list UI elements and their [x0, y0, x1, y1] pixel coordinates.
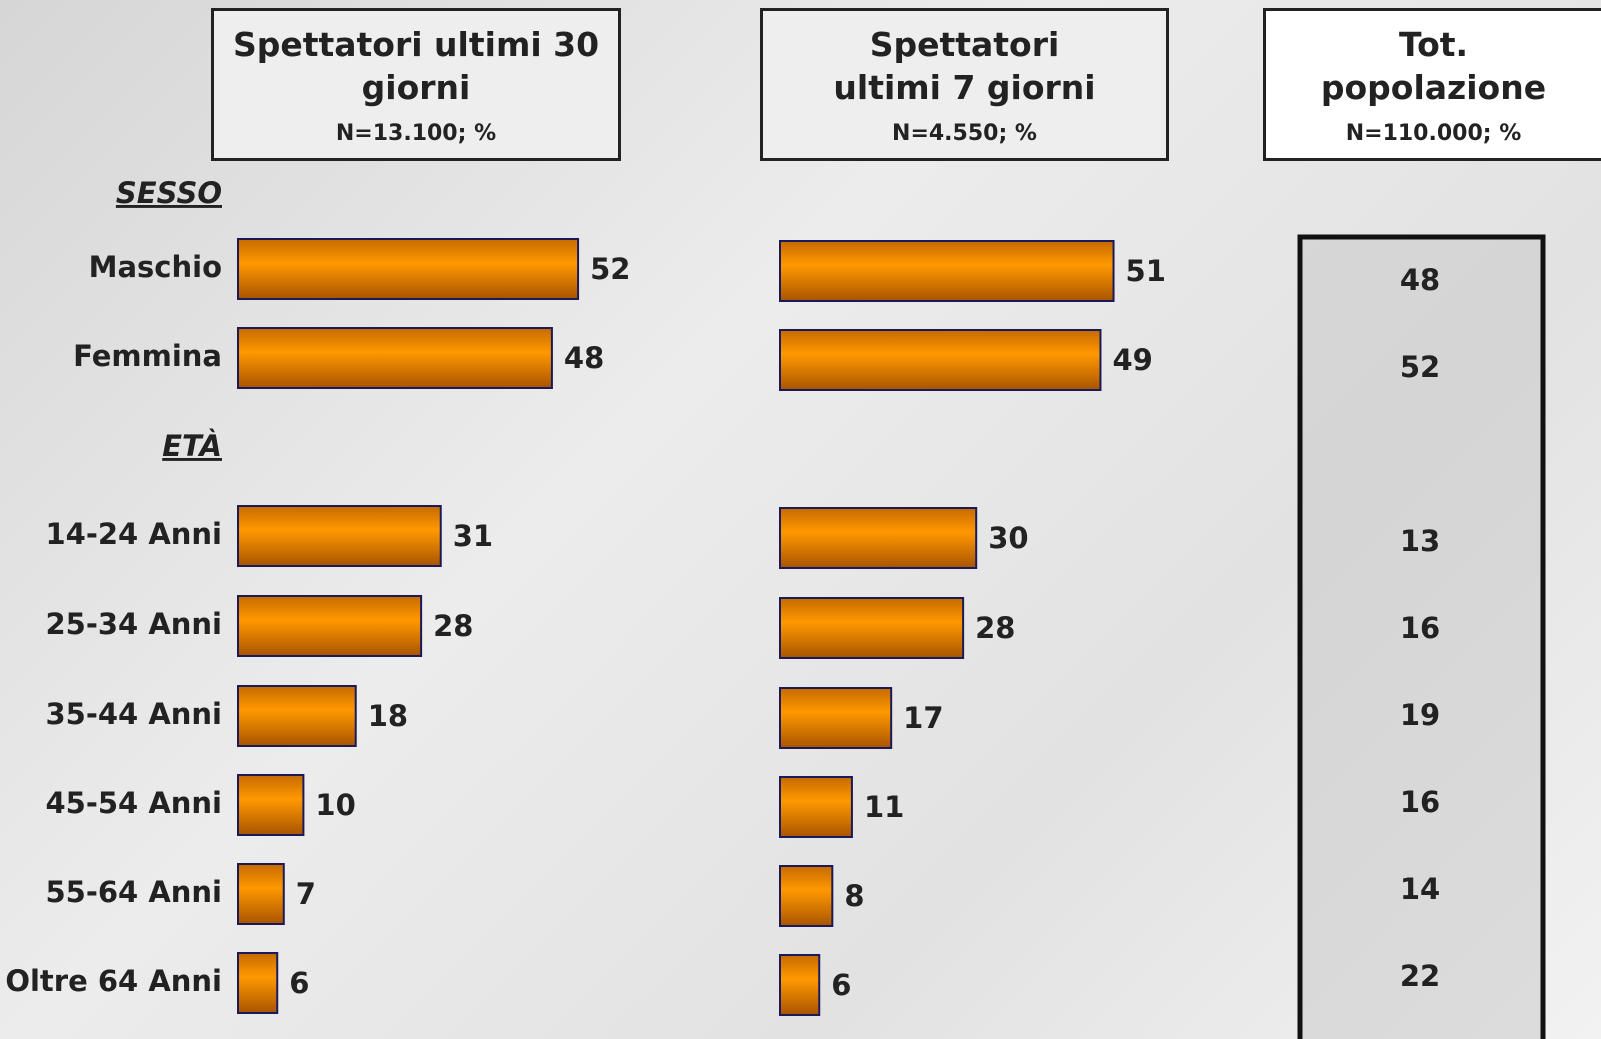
- header-subtitle: N=110.000; %: [1345, 121, 1522, 146]
- header-box: Spettatori ultimi 30 giorni N=13.100; %: [211, 8, 621, 161]
- section-title: ETÀ: [162, 429, 222, 463]
- header-box: Tot. popolazione N=110.000; %: [1263, 8, 1601, 161]
- bar: [237, 595, 423, 657]
- population-value: 22: [1400, 959, 1440, 993]
- bar: [779, 687, 893, 749]
- category-label: 35-44 Anni: [45, 697, 222, 731]
- value-label: 30: [988, 521, 1028, 555]
- section-title: SESSO: [116, 176, 222, 210]
- bar: [779, 597, 965, 659]
- bar: [779, 776, 853, 838]
- category-label: 25-34 Anni: [45, 607, 222, 641]
- category-label: Oltre 64 Anni: [5, 964, 222, 998]
- category-label: Maschio: [89, 250, 222, 284]
- population-value: 14: [1400, 872, 1440, 906]
- bar: [237, 505, 442, 567]
- value-label: 48: [564, 341, 604, 375]
- value-label: 49: [1112, 343, 1152, 377]
- value-label: 28: [975, 611, 1015, 645]
- value-label: 7: [296, 877, 316, 911]
- bar: [779, 507, 978, 569]
- bar: [779, 240, 1115, 302]
- population-value: 52: [1400, 350, 1440, 384]
- value-label: 6: [289, 966, 309, 1000]
- category-label: 55-64 Anni: [45, 875, 222, 909]
- population-value: 16: [1400, 611, 1440, 645]
- value-label: 8: [844, 879, 864, 913]
- bar: [237, 952, 279, 1014]
- population-box: [1297, 234, 1546, 1039]
- header-title: Tot. popolazione: [1320, 25, 1547, 107]
- population-value: 48: [1400, 263, 1440, 297]
- population-value: 19: [1400, 698, 1440, 732]
- bar: [237, 863, 285, 925]
- value-label: 10: [315, 788, 355, 822]
- value-label: 11: [864, 790, 904, 824]
- category-label: 14-24 Anni: [45, 517, 222, 551]
- bar: [237, 238, 580, 300]
- bar: [779, 329, 1102, 391]
- value-label: 17: [903, 701, 943, 735]
- value-label: 31: [453, 519, 493, 553]
- population-value: 13: [1400, 524, 1440, 558]
- header-title: Spettatori ultimi 30 giorni: [232, 25, 600, 107]
- value-label: 28: [433, 609, 473, 643]
- header-box: Spettatori ultimi 7 giorni N=4.550; %: [760, 8, 1169, 161]
- category-label: Femmina: [73, 339, 222, 373]
- value-label: 52: [590, 252, 630, 286]
- bar: [237, 327, 553, 389]
- bar: [237, 685, 357, 747]
- header-subtitle: N=13.100; %: [335, 121, 497, 146]
- bar: [779, 865, 834, 927]
- value-label: 6: [831, 968, 851, 1002]
- header-subtitle: N=4.550; %: [892, 121, 1037, 146]
- bar: [237, 774, 305, 836]
- header-title: Spettatori ultimi 7 giorni: [833, 25, 1096, 107]
- value-label: 18: [368, 699, 408, 733]
- value-label: 51: [1126, 254, 1166, 288]
- bar: [779, 954, 821, 1016]
- population-value: 16: [1400, 785, 1440, 819]
- category-label: 45-54 Anni: [45, 786, 222, 820]
